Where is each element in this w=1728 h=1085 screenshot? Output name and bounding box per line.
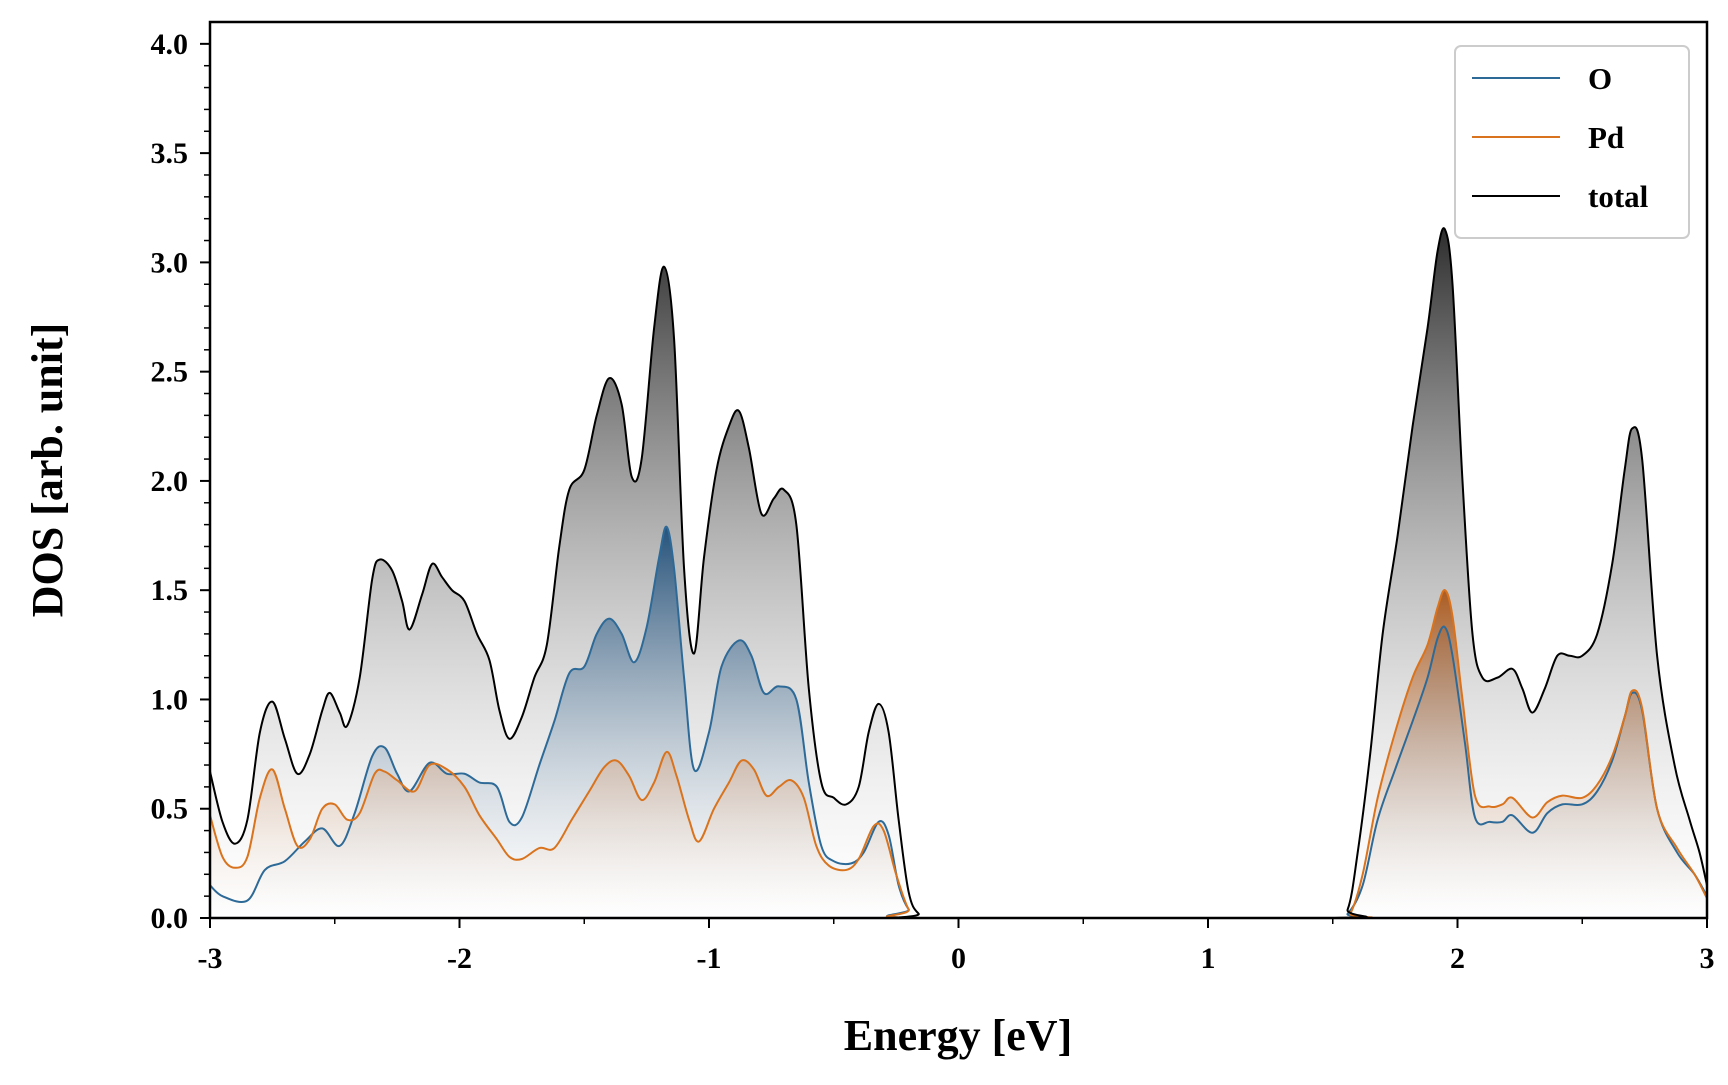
y-tick-label: 0.0 [151, 902, 189, 935]
pd-area-fill [210, 590, 1707, 918]
y-tick-label: 2.5 [151, 356, 189, 389]
x-axis-ticks: -3 -2 -1 0 1 2 3 [198, 918, 1715, 975]
legend-label-total: total [1588, 179, 1649, 214]
y-tick-label: 0.5 [151, 793, 189, 826]
x-tick-label: 1 [1201, 942, 1216, 975]
y-tick-label: 1.0 [151, 683, 189, 716]
y-tick-label: 4.0 [151, 28, 189, 61]
x-tick-label: -2 [447, 942, 472, 975]
legend: O Pd total [1454, 45, 1690, 239]
total-series-line [210, 227, 1707, 918]
x-tick-label: 3 [1700, 942, 1715, 975]
series-lines [210, 227, 1707, 918]
area-fills [210, 228, 1707, 918]
o-series-line [210, 525, 1707, 918]
y-tick-label: 2.0 [151, 465, 189, 498]
x-tick-label: -3 [198, 942, 223, 975]
legend-label-o: O [1588, 61, 1612, 96]
y-tick-label: 3.0 [151, 246, 189, 279]
x-tick-label: 0 [951, 942, 966, 975]
y-axis-ticks: 0.0 0.5 1.0 1.5 2.0 2.5 3.0 3.5 4.0 [151, 28, 210, 935]
x-tick-label: 2 [1450, 942, 1465, 975]
y-tick-label: 1.5 [151, 574, 189, 607]
legend-box [1454, 45, 1690, 239]
y-axis-label: DOS [arb. unit] [23, 323, 72, 618]
pd-series-line [210, 589, 1707, 918]
x-axis-label: Energy [eV] [844, 1011, 1073, 1060]
legend-label-pd: Pd [1588, 120, 1624, 155]
y-tick-label: 3.5 [151, 137, 189, 170]
x-tick-label: -1 [697, 942, 722, 975]
